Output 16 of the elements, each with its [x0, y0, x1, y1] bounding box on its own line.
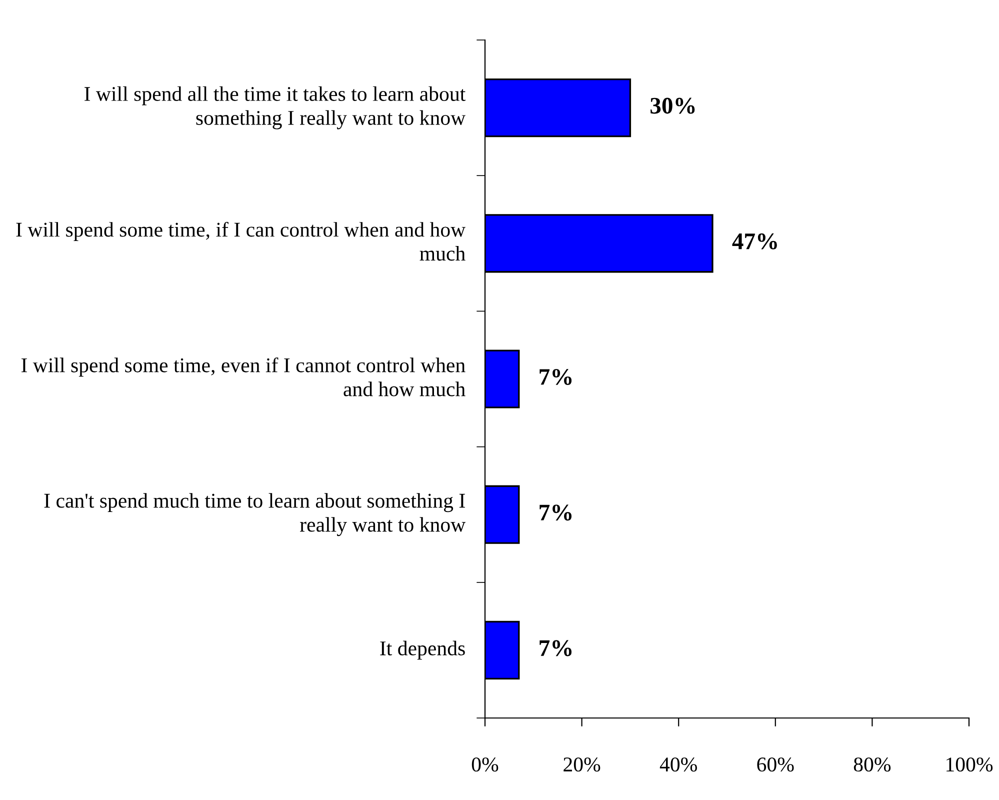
- y-tick-label: I will spend some time, if I can control when and how much: [16, 222, 466, 261]
- y-tick-label: I will spend all the time it takes to learn about something I really want to know: [84, 86, 466, 130]
- y-tick-label: I will spend some time, even if I cannot control when and how much: [21, 357, 466, 396]
- data-label: 7%: [540, 640, 572, 656]
- y-tick-label: I can't spend much time to learn about something I really want to know: [44, 493, 466, 536]
- x-tick-label: 40%: [660, 757, 697, 772]
- data-label: 7%: [540, 368, 572, 385]
- data-label: 30%: [650, 98, 695, 114]
- x-tick-label: 100%: [946, 757, 993, 772]
- x-tick-label: 20%: [564, 757, 600, 772]
- x-tick-label: 80%: [854, 757, 891, 772]
- x-tick-label: 60%: [757, 757, 794, 772]
- data-label: 47%: [732, 233, 777, 250]
- data-label: 7%: [540, 504, 572, 521]
- x-tick-label: 0%: [472, 757, 498, 772]
- y-tick-label: It depends: [380, 640, 465, 660]
